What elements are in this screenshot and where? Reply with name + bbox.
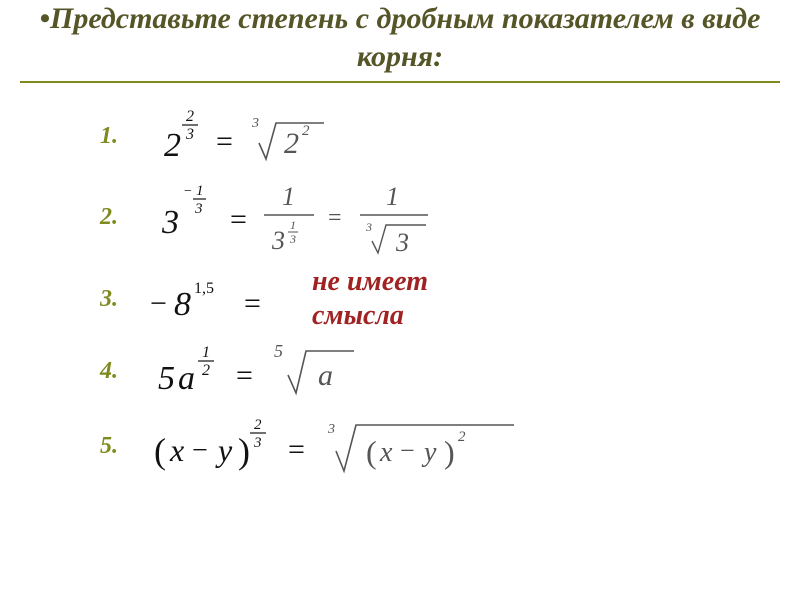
svg-text:3: 3 bbox=[271, 226, 285, 255]
exp-den: 3 bbox=[194, 201, 203, 217]
res-coef: 5 bbox=[274, 341, 283, 361]
item-3: 3. − 8 1,5 = не имеет смысла bbox=[100, 263, 770, 335]
item-number: 5. bbox=[100, 433, 144, 460]
root-index: 3 bbox=[251, 116, 259, 131]
svg-text:x: x bbox=[379, 437, 393, 468]
math-expression-1: 2 2 3 = 3 2 2 bbox=[144, 101, 364, 171]
svg-text:−: − bbox=[150, 287, 167, 320]
base: 8 bbox=[174, 286, 191, 323]
item-4: 4. 5 a 1 2 = 5 a bbox=[100, 335, 770, 407]
item-number: 2. bbox=[100, 204, 144, 231]
math-expression-5: ( x − y ) 2 3 = 3 ( x − y ) bbox=[144, 407, 604, 485]
radicand-base: 2 bbox=[284, 127, 299, 160]
note-line2: смысла bbox=[312, 300, 404, 331]
frac2-num: 1 bbox=[386, 182, 399, 211]
svg-text:3: 3 bbox=[289, 232, 296, 246]
note-line1: не имеет bbox=[312, 266, 428, 297]
item-2: 2. 3 − 1 3 = 1 3 1 3 = bbox=[100, 171, 770, 263]
svg-text:=: = bbox=[236, 359, 253, 392]
radicand: 3 bbox=[395, 228, 409, 257]
root-index: 3 bbox=[327, 422, 335, 437]
svg-text:y: y bbox=[215, 432, 233, 468]
bullet: • bbox=[39, 2, 50, 35]
title-text: Представьте степень с дробным показателе… bbox=[50, 2, 761, 73]
svg-text:−: − bbox=[400, 436, 415, 465]
svg-text:=: = bbox=[288, 433, 305, 466]
svg-text:): ) bbox=[444, 434, 455, 470]
item-number: 3. bbox=[100, 286, 144, 313]
svg-text:(: ( bbox=[154, 431, 166, 471]
svg-text:1: 1 bbox=[290, 218, 296, 232]
svg-text:): ) bbox=[238, 431, 250, 471]
exp-num: 2 bbox=[186, 108, 194, 125]
base: 2 bbox=[164, 127, 181, 164]
svg-text:x: x bbox=[169, 432, 184, 468]
exp-num: 1 bbox=[196, 183, 204, 199]
eq: = bbox=[216, 125, 233, 158]
page-title: •Представьте степень с дробным показател… bbox=[30, 0, 770, 75]
exp-num: 1 bbox=[202, 344, 210, 361]
exp-den: 3 bbox=[253, 435, 262, 451]
exp-sign: − bbox=[184, 184, 192, 199]
frac1-num: 1 bbox=[282, 182, 295, 211]
math-expression-3: − 8 1,5 = не имеет смысла bbox=[144, 265, 428, 332]
radicand-exp: 2 bbox=[458, 429, 466, 445]
svg-text:y: y bbox=[421, 437, 437, 468]
item-5: 5. ( x − y ) 2 3 = 3 ( x bbox=[100, 407, 770, 485]
svg-text:=: = bbox=[328, 205, 342, 231]
root-index: 3 bbox=[365, 220, 372, 234]
var: a bbox=[178, 360, 195, 397]
svg-text:=: = bbox=[244, 287, 261, 320]
exercise-list: 1. 2 2 3 = 3 2 2 2. bbox=[0, 83, 800, 485]
exp: 1,5 bbox=[194, 280, 214, 297]
exp-den: 3 bbox=[185, 126, 194, 143]
exp-num: 2 bbox=[254, 417, 262, 433]
base: 3 bbox=[161, 204, 179, 241]
svg-text:=: = bbox=[230, 203, 247, 236]
svg-text:−: − bbox=[192, 435, 208, 466]
radicand-exp: 2 bbox=[302, 123, 310, 139]
item-number: 4. bbox=[100, 358, 144, 385]
math-expression-2: 3 − 1 3 = 1 3 1 3 = 1 3 bbox=[144, 171, 504, 263]
item-number: 1. bbox=[100, 123, 144, 150]
coef: 5 bbox=[158, 360, 175, 397]
item-1: 1. 2 2 3 = 3 2 2 bbox=[100, 101, 770, 171]
exp-den: 2 bbox=[202, 362, 210, 379]
math-expression-4: 5 a 1 2 = 5 a bbox=[144, 335, 404, 407]
radicand: a bbox=[318, 359, 333, 392]
note-text: не имеет смысла bbox=[312, 265, 428, 332]
svg-text:(: ( bbox=[366, 434, 377, 470]
